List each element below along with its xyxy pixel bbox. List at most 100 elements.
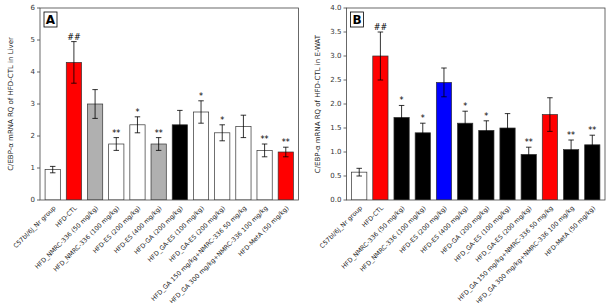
error-bar bbox=[568, 140, 573, 159]
error-line bbox=[179, 110, 180, 139]
error-cap bbox=[356, 168, 361, 169]
error-cap bbox=[135, 132, 140, 133]
panel: 0.00.51.01.52.02.53.03.54.0C/EBP-α mRNA … bbox=[314, 4, 606, 303]
bar bbox=[436, 82, 451, 200]
error-line bbox=[285, 147, 286, 157]
panel-title: B bbox=[351, 12, 364, 27]
x-tick-label: C57bl/6J_Nr group bbox=[318, 204, 364, 250]
error-cap bbox=[547, 131, 552, 132]
error-cap bbox=[505, 142, 510, 143]
annotation: * bbox=[463, 102, 467, 111]
error-cap bbox=[114, 150, 119, 151]
error-line bbox=[95, 90, 96, 119]
error-bar bbox=[356, 168, 361, 176]
error-line bbox=[359, 168, 360, 176]
error-cap bbox=[484, 140, 489, 141]
annotation: * bbox=[421, 114, 425, 123]
y-tick-label: 3.5 bbox=[330, 28, 341, 36]
error-bar bbox=[378, 32, 383, 80]
error-line bbox=[465, 111, 466, 135]
error-line bbox=[422, 123, 423, 142]
error-cap bbox=[92, 118, 97, 119]
y-tick-label: 0 bbox=[31, 196, 35, 204]
annotation: ** bbox=[155, 129, 163, 138]
bar bbox=[521, 154, 536, 200]
error-bar bbox=[219, 125, 224, 141]
annotation: ** bbox=[282, 138, 290, 147]
y-tick bbox=[344, 200, 347, 201]
y-tick bbox=[37, 40, 40, 41]
error-bar bbox=[484, 121, 489, 140]
y-tick bbox=[344, 80, 347, 81]
error-cap bbox=[262, 156, 267, 157]
error-line bbox=[443, 68, 444, 97]
error-cap bbox=[526, 161, 531, 162]
bar bbox=[109, 144, 124, 200]
y-tick bbox=[344, 32, 347, 33]
bar bbox=[236, 126, 251, 200]
bar bbox=[45, 170, 60, 200]
error-line bbox=[137, 117, 138, 133]
error-bar bbox=[135, 117, 140, 133]
annotation: ** bbox=[112, 129, 120, 138]
title: B bbox=[352, 13, 361, 27]
error-cap bbox=[177, 139, 182, 140]
bar bbox=[257, 150, 272, 200]
y-tick-label: 3.0 bbox=[330, 52, 341, 60]
error-bar bbox=[92, 90, 97, 119]
error-bar bbox=[441, 68, 446, 97]
error-bar bbox=[526, 147, 531, 161]
annotation: ** bbox=[588, 126, 596, 135]
bars bbox=[45, 42, 293, 200]
bar bbox=[278, 152, 293, 200]
error-bar bbox=[156, 138, 161, 151]
chart-root: 0123456C/EBP-α mRNA RQ of HFD-CTL in Liv… bbox=[0, 0, 613, 303]
bar bbox=[193, 112, 208, 200]
error-cap bbox=[283, 156, 288, 157]
error-cap bbox=[198, 123, 203, 124]
error-line bbox=[380, 32, 381, 80]
y-tick bbox=[344, 104, 347, 105]
error-cap bbox=[547, 97, 552, 98]
bar bbox=[215, 133, 230, 200]
error-line bbox=[222, 125, 223, 141]
annotation: ** bbox=[567, 131, 575, 140]
y-tick-label: 2.0 bbox=[330, 100, 341, 108]
y-tick-label: 4.0 bbox=[330, 4, 341, 12]
error-bar bbox=[547, 98, 552, 132]
y-axis-label: C/EBP-α mRNA RQ of HFD-CTL in Liver bbox=[7, 37, 15, 171]
error-cap bbox=[590, 154, 595, 155]
y-tick-label: 2 bbox=[31, 132, 35, 140]
y-tick-label: 6 bbox=[31, 4, 36, 12]
error-bar bbox=[177, 110, 182, 139]
bar bbox=[352, 172, 367, 200]
error-line bbox=[486, 121, 487, 140]
annotation: ** bbox=[525, 138, 533, 147]
error-bar bbox=[262, 144, 267, 157]
error-bar bbox=[241, 115, 246, 137]
bar bbox=[151, 144, 166, 200]
error-line bbox=[549, 98, 550, 132]
error-bar bbox=[283, 147, 288, 157]
error-cap bbox=[568, 159, 573, 160]
x-tick-label: HFD_GA 150 mg/kg+NMRC-336 50 mg/kg bbox=[150, 204, 249, 303]
y-tick bbox=[344, 8, 347, 9]
plot-frame bbox=[347, 8, 606, 200]
y-tick bbox=[344, 128, 347, 129]
annotation: * bbox=[199, 92, 203, 101]
annotation: * bbox=[400, 96, 404, 105]
panel: 0123456C/EBP-α mRNA RQ of HFD-CTL in Liv… bbox=[7, 4, 299, 303]
error-cap bbox=[378, 80, 383, 81]
y-tick bbox=[344, 56, 347, 57]
error-cap bbox=[156, 150, 161, 151]
error-cap bbox=[241, 115, 246, 116]
y-tick-label: 2.5 bbox=[330, 76, 341, 84]
error-cap bbox=[92, 89, 97, 90]
y-tick bbox=[37, 200, 40, 201]
error-line bbox=[592, 135, 593, 154]
error-line bbox=[571, 140, 572, 159]
y-tick bbox=[37, 72, 40, 73]
y-tick bbox=[344, 176, 347, 177]
bar bbox=[394, 117, 409, 200]
error-cap bbox=[356, 176, 361, 177]
